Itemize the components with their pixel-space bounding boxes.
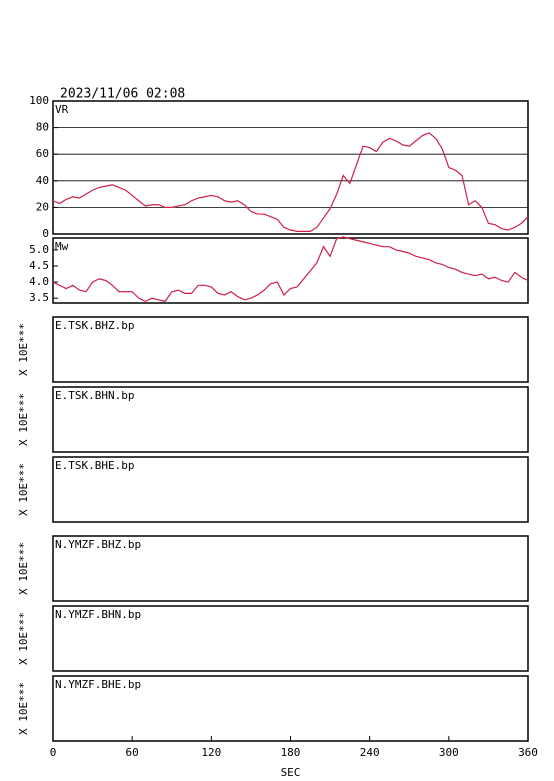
y-tick-label: 4.5 xyxy=(29,259,49,272)
y-axis-label: X 10E*** xyxy=(17,542,30,595)
panel-label: VR xyxy=(55,103,69,116)
y-tick-label: 3.5 xyxy=(29,291,49,304)
panel-label: N.YMZF.BHE.bp xyxy=(55,678,141,691)
x-axis-label: SEC xyxy=(281,766,301,779)
panel-label: E.TSK.BHZ.bp xyxy=(55,319,134,332)
y-tick-label: 60 xyxy=(36,147,49,160)
panel-frame xyxy=(52,100,529,235)
x-tick-label: 60 xyxy=(126,746,139,759)
panel-frame xyxy=(52,605,529,672)
chart-title: 2023/11/06 02:08 xyxy=(60,87,185,102)
y-axis-label: X 10E*** xyxy=(17,682,30,735)
panel-label: E.TSK.BHE.bp xyxy=(55,459,134,472)
data-line xyxy=(52,236,529,303)
y-tick-label: 0 xyxy=(42,227,49,240)
x-tick-label: 0 xyxy=(50,746,57,759)
x-tick-label: 120 xyxy=(201,746,221,759)
panel-label: N.YMZF.BHZ.bp xyxy=(55,538,141,551)
x-tick-label: 300 xyxy=(439,746,459,759)
x-tick-label: 360 xyxy=(518,746,538,759)
y-axis-label: X 10E*** xyxy=(17,612,30,665)
panel-frame xyxy=(52,237,529,304)
panel-frame xyxy=(52,535,529,602)
y-tick-label: 80 xyxy=(36,121,49,134)
y-tick-label: 100 xyxy=(29,94,49,107)
y-tick-label: 5.0 xyxy=(29,243,49,256)
y-axis-label: X 10E*** xyxy=(17,323,30,376)
panel-label: Mw xyxy=(55,240,69,253)
y-axis-label: X 10E*** xyxy=(17,463,30,516)
panel-label: E.TSK.BHN.bp xyxy=(55,389,134,402)
y-axis-label: X 10E*** xyxy=(17,393,30,446)
y-tick-label: 4.0 xyxy=(29,275,49,288)
x-tick-label: 180 xyxy=(281,746,301,759)
y-tick-label: 40 xyxy=(36,174,49,187)
panel-frame xyxy=(52,316,529,383)
panel-label: N.YMZF.BHN.bp xyxy=(55,608,141,621)
y-tick-label: 20 xyxy=(36,200,49,213)
panel-frame xyxy=(52,386,529,453)
panel-frame xyxy=(52,456,529,523)
x-tick-label: 240 xyxy=(360,746,380,759)
data-line xyxy=(52,132,529,232)
